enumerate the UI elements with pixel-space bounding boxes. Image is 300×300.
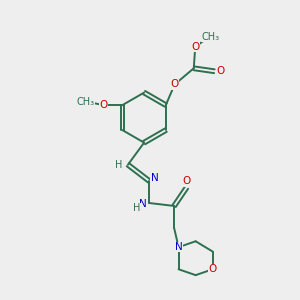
Text: N: N [140,199,147,208]
Text: N: N [175,242,182,252]
Text: O: O [217,66,225,76]
Text: H: H [115,160,122,170]
Text: N: N [175,242,182,252]
Text: CH₃: CH₃ [76,97,95,106]
Text: O: O [99,100,107,110]
Text: O: O [182,176,190,186]
Text: O: O [170,80,179,89]
Text: CH₃: CH₃ [202,32,220,42]
Text: N: N [151,173,158,183]
Text: O: O [208,264,217,274]
Text: O: O [191,42,200,52]
Text: H: H [133,203,140,213]
